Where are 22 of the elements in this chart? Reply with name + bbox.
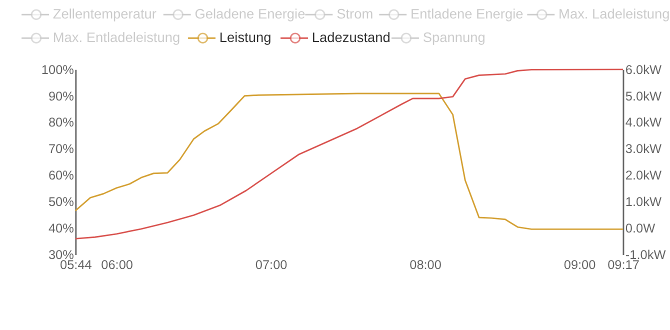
y2-tick-label: 0.0W bbox=[625, 220, 656, 236]
y2-tick-label: 1.0kW bbox=[625, 194, 662, 210]
line-series bbox=[74, 92, 624, 230]
y-tick-label: 60% bbox=[48, 168, 74, 183]
x-tick-label: 07:00 bbox=[255, 256, 288, 272]
legend-label: Ladezustand bbox=[312, 30, 390, 46]
y-tick-label: 50% bbox=[48, 194, 74, 210]
y2-tick-label: 5.0kW bbox=[625, 88, 662, 104]
x-tick-label: 08:00 bbox=[410, 256, 442, 272]
y-tick-label: 70% bbox=[48, 141, 74, 156]
y2-tick-label: 2.0kW bbox=[625, 168, 662, 183]
y-tick-label: 100% bbox=[41, 62, 74, 77]
x-tick-label: 06:00 bbox=[101, 256, 133, 272]
y2-tick-label: 3.0kW bbox=[625, 141, 662, 156]
legend-label: Leistung bbox=[219, 30, 272, 46]
y-tick-label: 80% bbox=[48, 114, 74, 130]
y-tick-label: 40% bbox=[48, 220, 74, 236]
y2-tick-label: 6.0kW bbox=[625, 62, 662, 77]
y2-tick-label: 4.0kW bbox=[625, 114, 662, 130]
x-tick-label: 09:00 bbox=[564, 256, 596, 272]
line-series bbox=[74, 68, 624, 240]
y-tick-label: 90% bbox=[48, 88, 74, 104]
